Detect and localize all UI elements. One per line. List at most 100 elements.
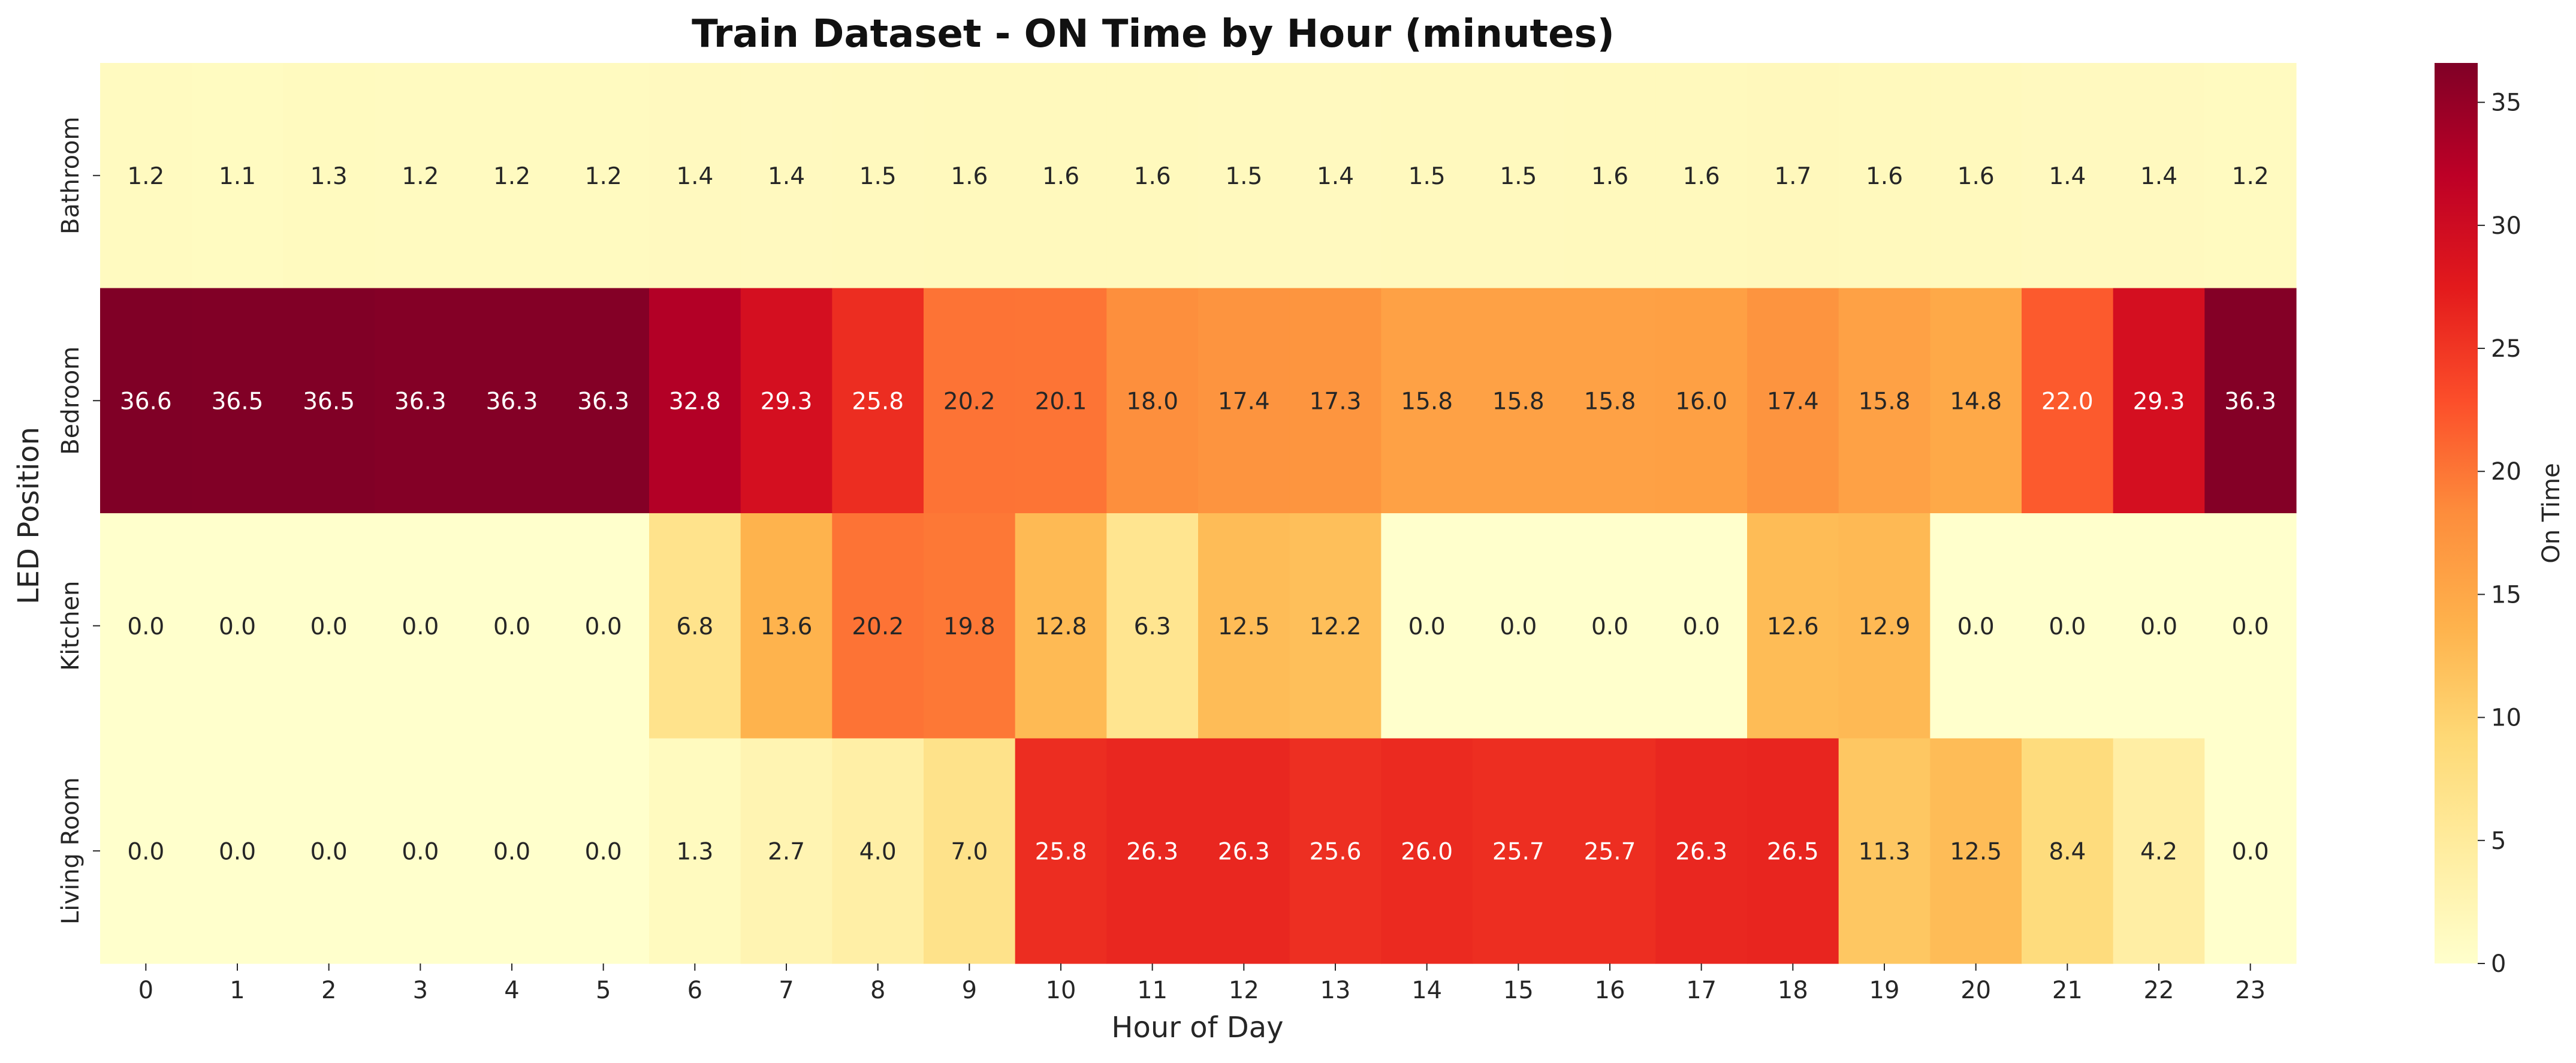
heatmap-cell [1655, 288, 1748, 514]
cell-value-label: 1.2 [585, 163, 622, 190]
cell-value-label: 16.0 [1675, 388, 1727, 415]
cell-value-label: 26.5 [1767, 838, 1819, 865]
cell-value-label: 1.4 [768, 163, 805, 190]
cell-value-label: 12.5 [1950, 838, 2002, 865]
heatmap-cell [283, 513, 375, 739]
cell-value-label: 0.0 [493, 838, 530, 865]
cell-value-label: 4.0 [859, 838, 897, 865]
cell-value-label: 4.2 [2140, 838, 2177, 865]
heatmap-cell [1015, 63, 1107, 289]
heatmap-cell [1106, 288, 1199, 514]
heatmap-cell [466, 738, 558, 964]
cell-value-label: 6.3 [1134, 613, 1171, 640]
heatmap-cell [649, 513, 741, 739]
cell-value-label: 20.2 [943, 388, 996, 415]
cell-value-label: 19.8 [943, 613, 996, 640]
cell-value-label: 1.6 [1042, 163, 1079, 190]
heatmap-cell [466, 288, 558, 514]
heatmap-cell [2022, 513, 2114, 739]
heatmap-cell [375, 288, 467, 514]
heatmap-cell [1747, 738, 1839, 964]
heatmap-cell [924, 63, 1016, 289]
heatmap-cell [1198, 63, 1290, 289]
heatmap-cell [1564, 288, 1656, 514]
cell-value-label: 36.5 [303, 388, 355, 415]
heatmap-cell [1564, 513, 1656, 739]
cell-value-label: 12.9 [1859, 613, 1911, 640]
cell-value-label: 1.2 [2232, 163, 2269, 190]
heatmap-cell [1106, 63, 1199, 289]
cell-value-label: 0.0 [2232, 838, 2269, 865]
heatmap-cell [924, 288, 1016, 514]
heatmap-cell [2113, 738, 2205, 964]
heatmap-cell [375, 513, 467, 739]
heatmap-cell [740, 513, 832, 739]
heatmap-cell [832, 513, 924, 739]
y-tick-label: Kitchen [57, 581, 85, 671]
cell-value-label: 0.0 [585, 838, 622, 865]
cell-value-label: 1.6 [1591, 163, 1628, 190]
cell-value-label: 1.6 [1134, 163, 1171, 190]
x-axis: 0 1 2 3 4 5 6 7 8 9 10 11 12 13 14 15 16 17 18 19 20 21 22 23 [138, 963, 2266, 1004]
colorbar-tick-label: 10 [2491, 704, 2521, 732]
heatmap-cell [1747, 513, 1839, 739]
heatmap-cell [1747, 63, 1839, 289]
x-axis-title: Hour of Day [1111, 1011, 1283, 1044]
heatmap-cell [191, 738, 283, 964]
colorbar-label: On Time [2538, 463, 2565, 563]
heatmap-cell [283, 63, 375, 289]
heatmap-cell [1930, 513, 2022, 739]
heatmap-cell [557, 738, 650, 964]
x-tick-label: 21 [2052, 977, 2083, 1004]
heatmap-cell [1015, 513, 1107, 739]
cell-value-label: 17.4 [1218, 388, 1270, 415]
heatmap-cell [2113, 63, 2205, 289]
cell-value-label: 25.8 [1035, 838, 1087, 865]
heatmap-cell [1106, 738, 1199, 964]
x-tick-label: 9 [962, 977, 977, 1004]
heatmap-cell [649, 63, 741, 289]
heatmap-cell [1564, 63, 1656, 289]
cell-value-label: 15.8 [1584, 388, 1636, 415]
heatmap-cell [2113, 513, 2205, 739]
heatmap-cell [191, 288, 283, 514]
colorbar-tick-label: 35 [2491, 89, 2521, 117]
cell-value-label: 1.5 [1225, 163, 1262, 190]
colorbar-tick-label: 0 [2491, 950, 2506, 978]
x-tick-label: 12 [1229, 977, 1259, 1004]
x-tick-label: 0 [138, 977, 153, 1004]
heatmap-cell [1838, 288, 1931, 514]
heatmap-cell [924, 738, 1016, 964]
heatmap-cell [1838, 513, 1931, 739]
heatmap-cell [1289, 738, 1381, 964]
heatmap-cell [832, 288, 924, 514]
y-axis-title: LED Position [12, 427, 46, 604]
heatmap-cell [100, 738, 192, 964]
cell-value-label: 25.8 [852, 388, 904, 415]
cell-value-label: 1.3 [310, 163, 348, 190]
cell-value-label: 1.2 [402, 163, 439, 190]
heatmap-cell [1015, 288, 1107, 514]
heatmap-cell [1655, 63, 1748, 289]
heatmap-cell [2022, 63, 2114, 289]
cell-value-label: 32.8 [669, 388, 721, 415]
heatmap-cell [1655, 513, 1748, 739]
cell-value-label: 1.4 [2140, 163, 2177, 190]
cell-value-label: 0.0 [493, 613, 530, 640]
cell-value-label: 0.0 [2232, 613, 2269, 640]
cell-value-label: 0.0 [2049, 613, 2086, 640]
heatmap-cell [1473, 513, 1565, 739]
x-tick-label: 10 [1046, 977, 1076, 1004]
cell-value-label: 1.1 [219, 163, 256, 190]
heatmap-cell [1289, 63, 1381, 289]
cell-value-label: 18.0 [1126, 388, 1178, 415]
cell-value-label: 1.4 [676, 163, 713, 190]
cell-value-label: 20.2 [852, 613, 904, 640]
x-tick-label: 1 [230, 977, 245, 1004]
heatmap-cell [740, 738, 832, 964]
x-tick-label: 11 [1137, 977, 1168, 1004]
cell-value-label: 26.3 [1126, 838, 1178, 865]
heatmap-cell [375, 738, 467, 964]
